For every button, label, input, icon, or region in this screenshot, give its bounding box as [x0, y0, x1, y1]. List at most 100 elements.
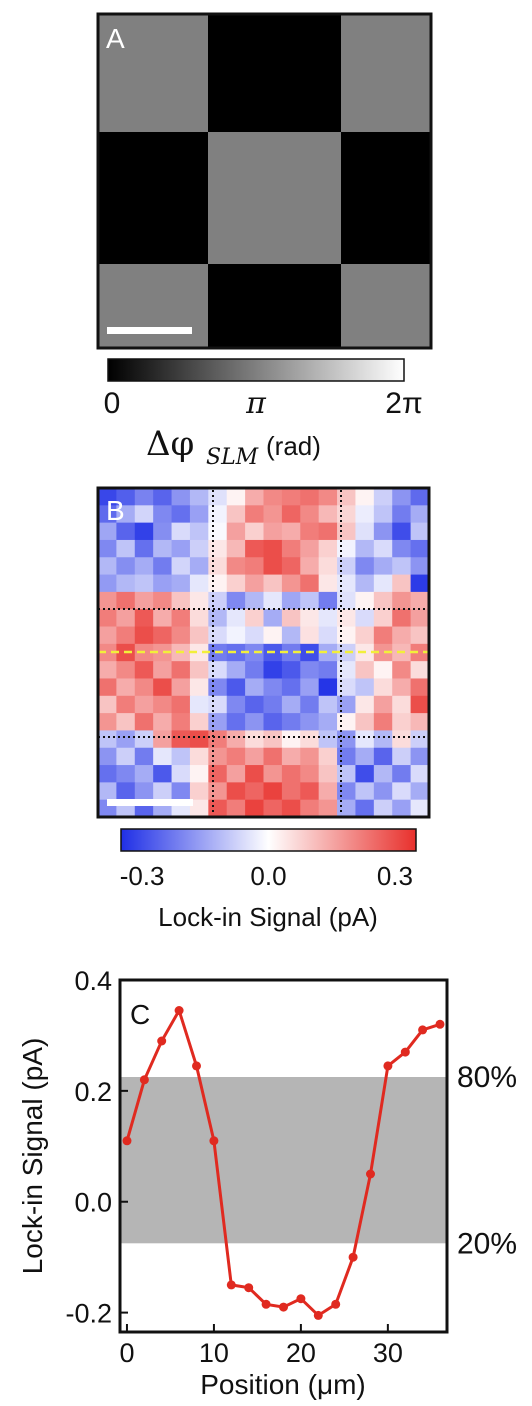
- data-point: [139, 1075, 149, 1085]
- phase-colorbar-label-sub: SLM: [206, 445, 259, 470]
- heatmap-cell: [171, 695, 191, 714]
- data-point: [261, 1299, 271, 1309]
- heatmap-cell: [208, 713, 228, 731]
- heatmap-cell: [281, 591, 301, 610]
- heatmap-cell: [245, 626, 264, 645]
- heatmap-cell: [355, 488, 375, 506]
- heatmap-cell: [373, 730, 393, 749]
- heatmap-cell: [337, 609, 356, 628]
- y-tick-label: 0.4: [74, 966, 112, 996]
- heatmap-cell: [208, 765, 228, 783]
- heatmap-cell: [355, 782, 375, 801]
- heatmap-cell: [134, 626, 154, 645]
- linecut-series: [122, 1006, 445, 1320]
- heatmap-cell: [410, 539, 430, 558]
- data-point: [366, 1169, 375, 1179]
- heatmap-cell: [337, 661, 356, 679]
- heatmap-cell: [153, 626, 173, 645]
- heatmap-cell: [373, 539, 393, 558]
- heatmap-cell: [116, 505, 136, 524]
- heatmap-cell: [318, 643, 338, 662]
- heatmap-cell: [281, 782, 301, 801]
- checker-cell: [341, 14, 431, 132]
- heatmap-cell: [410, 522, 430, 541]
- heatmap-cell: [245, 488, 264, 506]
- heatmap-cell: [410, 782, 430, 801]
- heatmap-cell: [300, 661, 320, 679]
- heatmap-cell: [153, 730, 173, 749]
- heatmap-cell: [318, 488, 338, 506]
- heatmap-cell: [153, 609, 173, 628]
- heatmap-cell: [245, 782, 264, 801]
- heatmap-cell: [392, 678, 412, 697]
- data-point: [279, 1302, 288, 1312]
- data-point: [313, 1310, 323, 1320]
- heatmap-cell: [318, 609, 338, 628]
- heatmap-cell: [318, 765, 338, 783]
- heatmap-cell: [281, 730, 301, 749]
- heatmap-cell: [116, 782, 136, 801]
- heatmap-cell: [98, 574, 117, 593]
- heatmap-cell: [189, 557, 209, 576]
- heatmap-cell: [98, 678, 117, 697]
- heatmap-cell: [373, 782, 393, 801]
- heatmap-cell: [263, 782, 283, 801]
- heatmap-cell: [153, 522, 173, 541]
- panel-b-letter: B: [106, 495, 125, 526]
- heatmap-cell: [153, 765, 173, 783]
- heatmap-cell: [116, 522, 136, 541]
- heatmap-cell: [300, 765, 320, 783]
- heatmap-cell: [189, 782, 209, 801]
- panel-b-scale-bar: [107, 799, 193, 806]
- checker-cell: [98, 14, 208, 132]
- heatmap-cell: [281, 574, 301, 593]
- heatmap-cell: [410, 488, 430, 506]
- heatmap-cell: [318, 695, 338, 714]
- signal-colorbar-ticks: -0.3 0.0 0.3: [120, 861, 413, 891]
- heatmap-cell: [116, 626, 136, 645]
- heatmap-cell: [410, 574, 430, 593]
- heatmap-cell: [226, 765, 246, 783]
- heatmap-cell: [263, 522, 283, 541]
- data-point: [348, 1252, 358, 1262]
- checker-cell: [208, 14, 341, 132]
- heatmap-cell: [189, 678, 209, 697]
- heatmap-cell: [116, 678, 136, 697]
- heatmap-cell: [300, 591, 320, 610]
- heatmap-cell: [263, 591, 283, 610]
- heatmap-cell: [189, 661, 209, 679]
- heatmap-cell: [226, 661, 246, 679]
- heatmap-cell: [337, 695, 356, 714]
- heatmap-cell: [134, 678, 154, 697]
- heatmap-cell: [263, 765, 283, 783]
- heatmap-cell: [392, 505, 412, 524]
- heatmap-cell: [153, 782, 173, 801]
- heatmap-cell: [263, 505, 283, 524]
- heatmap-cell: [318, 626, 338, 645]
- heatmap-cell: [263, 799, 283, 818]
- data-point: [174, 1006, 184, 1015]
- heatmap-cell: [318, 713, 338, 731]
- heatmap-cell: [98, 643, 117, 662]
- heatmap-cell: [318, 505, 338, 524]
- heatmap-cell: [300, 557, 320, 576]
- data-point: [157, 1036, 167, 1046]
- heatmap-cell: [373, 626, 393, 645]
- heatmap-cell: [355, 730, 375, 749]
- heatmap-cell: [337, 591, 356, 610]
- heatmap-cell: [98, 557, 117, 576]
- heatmap-cell: [392, 626, 412, 645]
- heatmap-cell: [208, 747, 228, 766]
- heatmap-cell: [410, 591, 430, 610]
- heatmap-cell: [300, 574, 320, 593]
- panel-c-letter: C: [130, 999, 150, 1030]
- heatmap-cell: [208, 522, 228, 541]
- x-tick-label: 0: [119, 1338, 134, 1368]
- heatmap-cell: [226, 505, 246, 524]
- checkerboard-heatmap: [98, 14, 431, 348]
- checker-cell: [208, 132, 341, 264]
- heatmap-cell: [392, 765, 412, 783]
- heatmap-cell: [171, 713, 191, 731]
- heatmap-cell: [189, 747, 209, 766]
